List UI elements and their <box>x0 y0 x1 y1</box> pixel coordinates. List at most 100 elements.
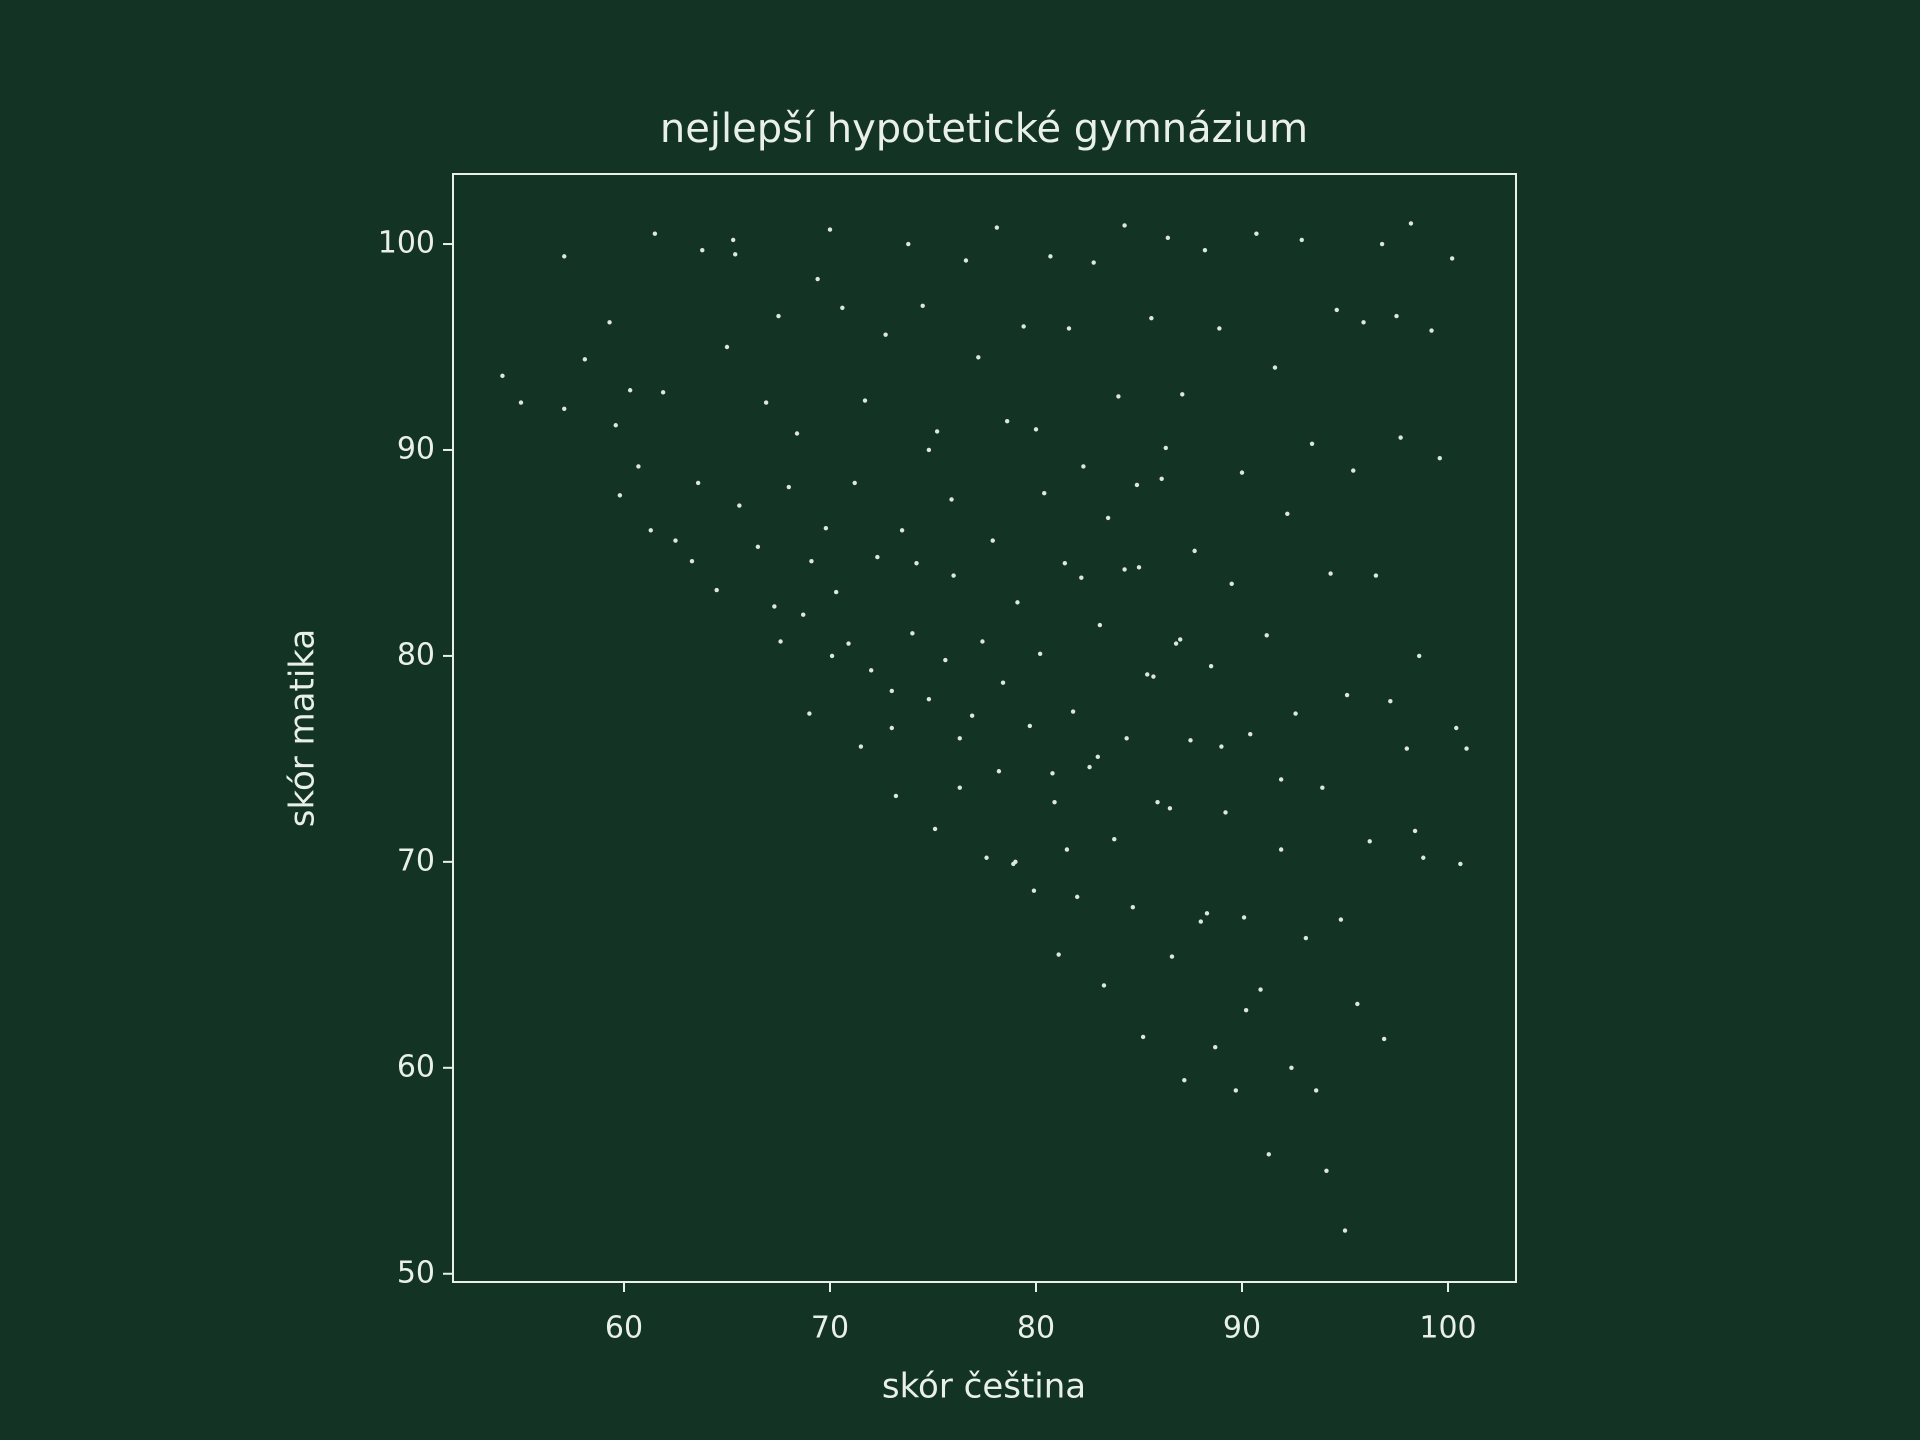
point <box>660 390 666 395</box>
point <box>724 344 730 350</box>
point <box>1217 326 1222 331</box>
point <box>949 497 954 502</box>
point <box>1233 1088 1239 1093</box>
point <box>1412 828 1418 834</box>
point <box>1248 731 1253 737</box>
point <box>500 373 505 379</box>
point <box>617 493 623 498</box>
point <box>1122 223 1127 228</box>
point <box>1064 847 1070 852</box>
point <box>607 320 612 325</box>
point <box>1188 738 1193 743</box>
point <box>1105 515 1111 521</box>
point <box>1264 633 1269 638</box>
point <box>1334 307 1339 313</box>
point <box>1155 799 1160 805</box>
point <box>893 793 899 799</box>
point <box>1454 725 1459 731</box>
point <box>1258 987 1263 992</box>
point <box>1198 919 1204 924</box>
point <box>1000 680 1006 685</box>
point <box>1202 248 1208 253</box>
point <box>1066 326 1072 331</box>
x-tick-label: 100 <box>1419 1311 1476 1346</box>
point <box>980 639 985 644</box>
point <box>1070 709 1076 714</box>
point <box>963 258 969 263</box>
x-tick-label: 90 <box>1223 1311 1261 1346</box>
point <box>1037 651 1043 657</box>
point <box>1169 954 1175 959</box>
point <box>910 631 915 636</box>
point <box>1239 470 1245 475</box>
point <box>1219 744 1224 749</box>
point <box>1149 315 1154 321</box>
point <box>1351 468 1356 473</box>
point <box>1052 799 1057 805</box>
point <box>1056 952 1061 957</box>
point <box>1309 441 1315 446</box>
point <box>1208 664 1214 669</box>
point <box>1079 575 1084 580</box>
point <box>969 713 975 718</box>
point <box>1163 445 1168 451</box>
point <box>714 587 719 593</box>
point <box>733 252 738 257</box>
point <box>858 744 864 749</box>
point <box>1355 1001 1360 1007</box>
point <box>652 231 658 236</box>
x-tick-label: 80 <box>1017 1311 1055 1346</box>
point <box>648 528 653 533</box>
point <box>1159 476 1164 482</box>
point <box>1373 573 1379 578</box>
point <box>673 538 678 543</box>
point <box>1048 254 1053 259</box>
point <box>737 503 742 508</box>
point <box>1027 723 1033 729</box>
point <box>1421 855 1426 860</box>
point <box>1151 674 1156 679</box>
point <box>772 604 777 609</box>
y-tick-label: 50 <box>397 1255 435 1290</box>
y-tick-label: 60 <box>397 1049 435 1084</box>
point <box>990 538 995 543</box>
point <box>809 558 814 564</box>
y-tick-label: 70 <box>397 843 435 878</box>
point <box>1320 785 1325 790</box>
point <box>957 736 962 741</box>
y-tick-label: 100 <box>378 226 435 261</box>
point <box>1050 771 1055 776</box>
point <box>1243 1007 1249 1013</box>
point <box>1404 746 1410 751</box>
point <box>868 668 874 673</box>
point <box>1361 320 1366 325</box>
point <box>689 558 695 564</box>
point <box>1324 1168 1329 1173</box>
point <box>1379 241 1385 247</box>
y-axis-label: skór matika <box>283 629 323 827</box>
point <box>801 612 806 617</box>
point <box>1408 221 1414 226</box>
x-tick-label: 60 <box>605 1311 643 1346</box>
point <box>1344 692 1350 698</box>
point <box>1140 1034 1146 1040</box>
point <box>951 573 956 578</box>
point <box>627 388 633 393</box>
point <box>1178 637 1183 642</box>
point <box>833 589 839 595</box>
point <box>883 332 888 337</box>
point <box>562 406 567 411</box>
point <box>914 561 919 566</box>
point <box>794 431 800 436</box>
x-tick-label: 70 <box>811 1311 849 1346</box>
point <box>1062 561 1068 566</box>
point <box>994 225 1000 230</box>
point <box>1437 456 1442 461</box>
point <box>1328 571 1333 576</box>
point <box>934 429 940 434</box>
point <box>1381 1036 1387 1042</box>
point <box>823 526 829 531</box>
